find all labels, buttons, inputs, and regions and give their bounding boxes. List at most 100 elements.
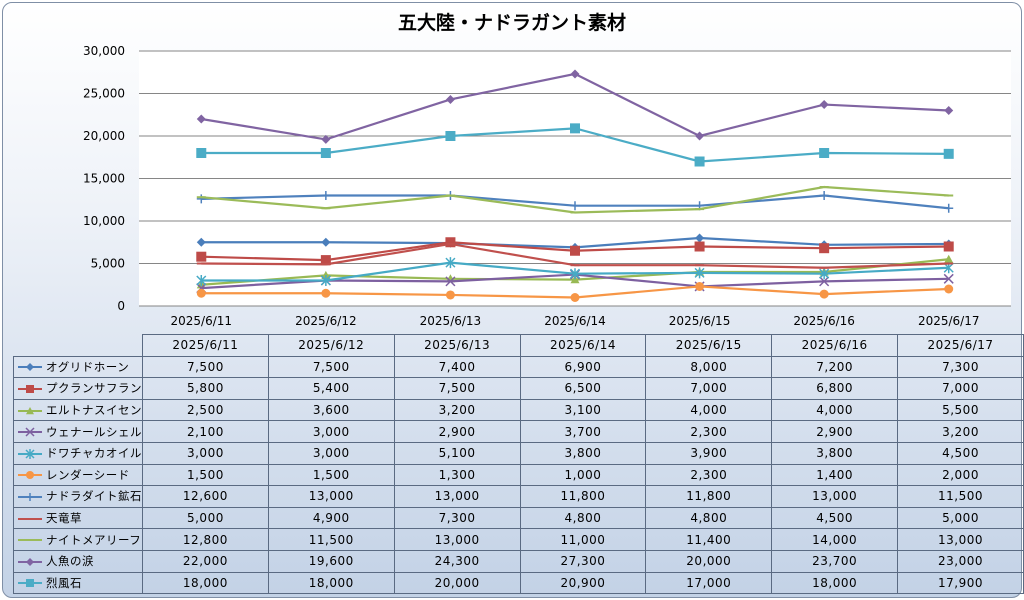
data-label: 27,300: [519, 549, 647, 573]
data-label: 23,000: [897, 549, 1024, 573]
series-name: ナドラダイト鉱石: [46, 489, 142, 504]
data-point: [943, 273, 954, 284]
data-label: 5,000: [897, 506, 1024, 530]
legend-swatch: [18, 557, 42, 566]
data-label: 2,100: [142, 420, 269, 443]
table-row: ナドラダイト鉱石 12,600 13,000 13,000 11,800 11,800 13…: [13, 485, 1024, 508]
series: [196, 237, 954, 266]
data-label: 8,000: [645, 355, 773, 379]
x-tick-label: 2025/6/15: [669, 314, 731, 328]
legend-swatch: [18, 448, 42, 459]
legend-key: レンダーシード: [13, 463, 143, 487]
data-label: 4,800: [519, 506, 647, 530]
data-point: [26, 557, 34, 566]
data-table: 2025/6/11 2025/6/12 2025/6/13 2025/6/14 2025…: [13, 334, 1024, 595]
data-label: 20,000: [645, 549, 773, 573]
data-point: [320, 255, 331, 266]
legend-swatch: [18, 517, 42, 520]
table-header-cell: 2025/6/15: [645, 334, 773, 357]
x-tick-label: 2025/6/16: [793, 314, 855, 328]
data-label: 5,400: [267, 377, 395, 400]
data-label: 2,300: [645, 463, 773, 487]
series-name: 天竜草: [46, 511, 82, 526]
chart-title: 五大陸・ナドラガント素材: [397, 12, 626, 34]
data-point: [26, 471, 34, 480]
data-point: [694, 156, 705, 167]
series: [196, 123, 954, 167]
data-point: [321, 270, 331, 279]
data-label: 12,800: [142, 528, 269, 551]
data-label: 7,000: [897, 377, 1024, 400]
data-label: 3,200: [393, 398, 521, 422]
data-point: [819, 100, 829, 110]
data-label: 12,600: [142, 485, 269, 508]
data-label: 4,000: [645, 398, 773, 422]
data-label: 3,800: [519, 441, 647, 465]
x-tick-label: 2025/6/14: [544, 314, 606, 328]
data-label: 7,300: [897, 355, 1024, 379]
data-point: [445, 94, 455, 104]
data-point: [25, 427, 35, 437]
data-point: [196, 288, 206, 298]
data-point: [695, 131, 705, 141]
data-point: [819, 268, 830, 280]
data-label: 7,000: [645, 377, 773, 400]
table-header-cell: 2025/6/12: [267, 334, 395, 357]
table-row: エルトナスイセン 2,500 3,600 3,200 3,100 4,000 4,000 5,…: [13, 398, 1024, 422]
data-point: [196, 251, 207, 262]
data-point: [26, 579, 34, 588]
legend-key: 天竜草: [13, 506, 143, 530]
series-name: レンダーシード: [46, 467, 130, 482]
data-label: 11,000: [519, 528, 647, 551]
y-tick-label: 15,000: [83, 172, 125, 186]
data-label: 13,000: [267, 485, 395, 508]
data-label: 5,500: [897, 398, 1024, 422]
legend-key: 烈風石: [13, 571, 143, 595]
data-label: 5,000: [142, 506, 269, 530]
table-row: ウェナールシェル 2,100 3,000 2,900 3,700 2,300 2,900 3,…: [13, 420, 1024, 443]
data-label: 2,500: [142, 398, 269, 422]
table-header-cell: 2025/6/16: [771, 334, 899, 357]
table-row: オグリドホーン 7,500 7,500 7,400 6,900 8,000 7,200 7,3…: [13, 355, 1024, 379]
legend-key: ドワチャカオイル: [13, 441, 143, 465]
series-name: 人魚の涙: [46, 554, 94, 569]
table-row: ドワチャカオイル 3,000 3,000 5,100 3,800 3,900 3,800 4,…: [13, 441, 1024, 465]
data-point: [445, 257, 456, 269]
data-label: 17,000: [645, 571, 773, 595]
legend-swatch: [18, 406, 42, 414]
data-point: [320, 275, 331, 286]
x-tick-label: 2025/6/11: [171, 314, 233, 328]
legend-swatch: [18, 363, 42, 372]
data-point: [321, 134, 331, 144]
legend-key: ナドラダイト鉱石: [13, 485, 143, 508]
data-point: [570, 245, 580, 256]
series: [196, 69, 954, 144]
data-label: 11,500: [267, 528, 395, 551]
y-tick-label: 10,000: [83, 214, 125, 228]
data-label: 7,500: [393, 377, 521, 400]
data-label: 18,000: [142, 571, 269, 595]
data-label: 5,800: [142, 377, 269, 400]
data-label: 3,000: [267, 441, 395, 465]
series-name: ドワチャカオイル: [46, 446, 142, 461]
data-point: [445, 131, 456, 141]
data-label: 7,500: [267, 355, 395, 379]
data-point: [26, 384, 34, 393]
data-point: [26, 492, 34, 501]
data-point: [943, 148, 954, 159]
series: [196, 281, 954, 302]
series-name: エルトナスイセン: [46, 403, 142, 418]
data-label: 24,300: [393, 549, 521, 573]
data-label: 6,900: [519, 355, 647, 379]
series-name: オグリドホーン: [46, 359, 130, 374]
data-point: [695, 281, 705, 291]
data-label: 23,700: [771, 549, 899, 573]
data-point: [694, 241, 705, 252]
legend-key: 人魚の涙: [13, 549, 143, 573]
data-point: [944, 203, 954, 213]
legend-swatch: [18, 427, 42, 437]
y-tick-label: 25,000: [83, 87, 125, 101]
data-label: 2,900: [771, 420, 899, 443]
data-label: 4,000: [771, 398, 899, 422]
